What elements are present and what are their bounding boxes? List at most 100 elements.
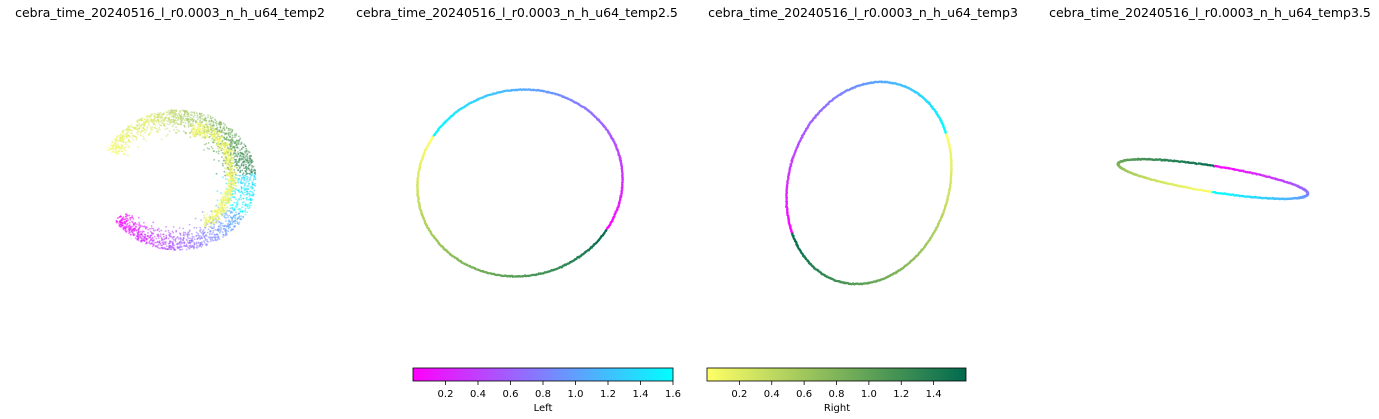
- scatter-point: [216, 209, 219, 212]
- scatter-point: [172, 118, 175, 121]
- scatter-point: [251, 161, 254, 163]
- scatter-point: [242, 181, 245, 184]
- scatter-point: [162, 233, 165, 236]
- scatter-point: [119, 221, 122, 224]
- scatter-point: [229, 163, 231, 165]
- scatter-point: [231, 136, 234, 139]
- scatter-point: [205, 120, 208, 122]
- scatter-point: [238, 159, 240, 162]
- scatter-point: [244, 167, 247, 170]
- scatter-point: [177, 118, 180, 121]
- scatter-point: [144, 121, 146, 123]
- scatter-point: [223, 125, 225, 128]
- scatter-point: [244, 161, 246, 164]
- scatter-point: [167, 109, 170, 112]
- scatter-point: [160, 229, 163, 232]
- colorbar-tick-label: 1.2: [600, 389, 616, 400]
- scatter-point: [162, 242, 165, 245]
- scatter-point: [172, 238, 175, 241]
- scatter-point: [235, 214, 237, 216]
- scatter-point: [167, 237, 170, 240]
- colorbar-tick-label: 1.0: [861, 389, 877, 400]
- scatter-point: [223, 138, 226, 140]
- scatter-point: [215, 172, 218, 175]
- scatter-point: [150, 129, 153, 132]
- subplot-title-2: cebra_time_20240516_l_r0.0003_n_h_u64_te…: [356, 5, 678, 20]
- scatter-point: [222, 159, 225, 162]
- scatter-point: [245, 149, 248, 152]
- scatter-point: [192, 135, 195, 138]
- scatter-point: [251, 194, 254, 197]
- scatter-point: [203, 114, 205, 116]
- scatter-point: [230, 190, 233, 193]
- scatter-point: [229, 138, 232, 141]
- scatter-point: [213, 132, 216, 135]
- scatter-point: [202, 135, 204, 138]
- scatter-point: [156, 112, 159, 115]
- scatter-point: [230, 147, 233, 150]
- scatter-point: [157, 128, 159, 131]
- scatter-point: [182, 241, 184, 244]
- scatter-point: [229, 149, 232, 152]
- scatter-point: [198, 135, 201, 137]
- scatter-point: [138, 123, 141, 126]
- scatter-point: [215, 233, 218, 236]
- scatter-point: [228, 131, 231, 134]
- scatter-point: [125, 135, 128, 138]
- scatter-point: [243, 143, 246, 146]
- scatter-point: [246, 178, 249, 181]
- scatter-point: [241, 203, 244, 206]
- scatter-point: [236, 155, 239, 157]
- scatter-point: [248, 172, 251, 175]
- scatter-point: [133, 227, 136, 230]
- scatter-point: [200, 219, 203, 222]
- scatter-point: [187, 237, 190, 240]
- scatter-point: [216, 139, 219, 142]
- scatter-point: [180, 113, 183, 116]
- scatter-point: [129, 218, 132, 221]
- scatter-point: [153, 235, 156, 238]
- scatter-point: [945, 202, 948, 205]
- scatter-point: [226, 209, 229, 212]
- scatter-point: [161, 237, 163, 240]
- scatter-point: [129, 217, 131, 219]
- scatter-point: [187, 125, 190, 128]
- colorbar-tick-label: 0.2: [438, 389, 454, 400]
- scatter-point: [226, 138, 228, 141]
- scatter-point: [179, 234, 182, 237]
- scatter-point: [168, 244, 171, 247]
- scatter-point: [144, 234, 147, 236]
- scatter-point: [115, 219, 118, 222]
- scatter-point: [121, 131, 124, 134]
- scatter-point: [188, 244, 191, 247]
- scatter-point: [209, 232, 212, 235]
- scatter-point: [240, 158, 243, 161]
- scatter-point: [218, 147, 221, 150]
- scatter-point: [220, 222, 222, 225]
- scatter-point: [184, 122, 187, 124]
- scatter-point: [172, 226, 175, 228]
- scatter-point: [115, 221, 118, 224]
- scatter-point: [225, 142, 228, 145]
- scatter-point: [137, 216, 140, 219]
- scatter-point: [241, 201, 244, 204]
- scatter-point: [150, 225, 153, 227]
- scatter-point: [187, 120, 190, 123]
- scatter-point: [229, 167, 232, 170]
- scatter-point: [218, 160, 220, 162]
- scatter-point: [152, 232, 155, 235]
- scatter-point: [241, 169, 244, 172]
- scatter-point: [122, 153, 125, 156]
- scatter-point: [221, 141, 224, 144]
- scatter-point: [201, 132, 204, 135]
- scatter-point: [228, 223, 231, 226]
- scatter-point: [220, 146, 223, 149]
- scatter-point: [235, 133, 238, 135]
- scatter-point: [233, 175, 235, 178]
- scatter-point: [138, 223, 141, 226]
- scatter-point: [115, 136, 118, 139]
- scatter-point: [150, 118, 153, 120]
- scatter-point: [221, 193, 224, 196]
- scatter-point: [150, 227, 153, 230]
- scatter-point: [208, 123, 211, 126]
